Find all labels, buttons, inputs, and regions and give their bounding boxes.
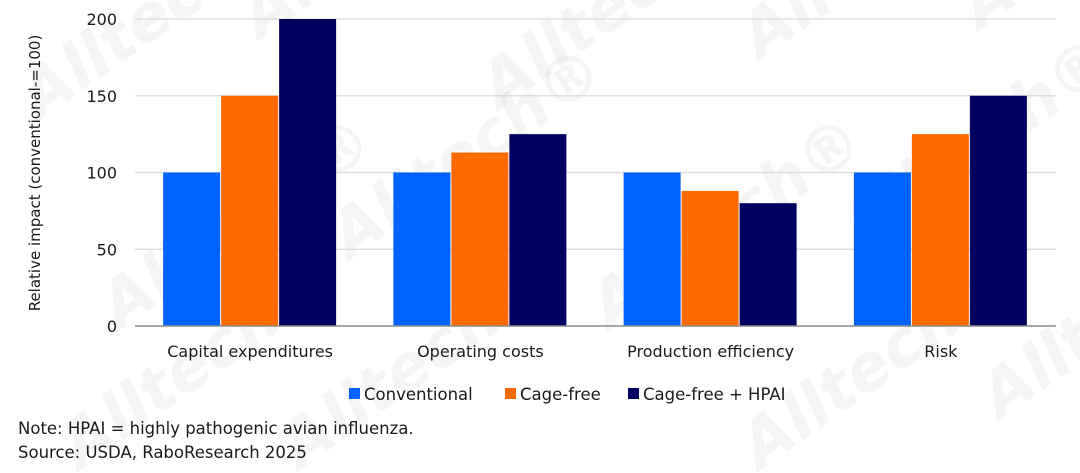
legend-label: Cage-free + HPAI bbox=[643, 385, 786, 404]
bar bbox=[681, 190, 739, 326]
x-category-label: Capital expenditures bbox=[167, 342, 333, 361]
x-axis-category-labels: Capital expenditures Operating costs Produ… bbox=[167, 342, 958, 361]
legend-swatch bbox=[505, 388, 516, 399]
source-text: Source: USDA, RaboResearch 2025 bbox=[18, 443, 307, 462]
note-text: Note: HPAI = highly pathogenic avian inf… bbox=[18, 419, 414, 438]
x-category-label: Risk bbox=[924, 342, 958, 361]
chart-notes: Note: HPAI = highly pathogenic avian inf… bbox=[18, 417, 414, 465]
y-tick-label: 150 bbox=[86, 87, 117, 106]
x-category-label: Production efficiency bbox=[627, 342, 794, 361]
y-tick-label: 200 bbox=[86, 10, 117, 29]
bar bbox=[911, 134, 969, 326]
legend-swatch bbox=[349, 388, 360, 399]
bar bbox=[451, 152, 509, 326]
legend-swatch bbox=[628, 388, 639, 399]
legend-item: Cage-free bbox=[505, 385, 601, 404]
x-category-label: Operating costs bbox=[417, 342, 544, 361]
y-tick-label: 100 bbox=[86, 164, 117, 183]
bar bbox=[623, 172, 681, 326]
watermark-text: Alltech® bbox=[223, 0, 527, 56]
bars bbox=[163, 19, 1027, 326]
legend-item: Conventional bbox=[349, 385, 473, 404]
legend-label: Conventional bbox=[364, 385, 473, 404]
y-tick-label: 50 bbox=[97, 240, 117, 259]
legend-label: Cage-free bbox=[520, 385, 601, 404]
bar bbox=[969, 95, 1027, 326]
bar bbox=[163, 172, 221, 326]
bar bbox=[853, 172, 911, 326]
bar bbox=[279, 19, 337, 326]
y-axis-ticks: 0 50 100 150 200 bbox=[86, 10, 117, 336]
legend: Conventional Cage-free Cage-free + HPAI bbox=[349, 385, 786, 404]
bar bbox=[221, 95, 279, 326]
bar bbox=[509, 134, 567, 326]
legend-item: Cage-free + HPAI bbox=[628, 385, 786, 404]
y-tick-label: 0 bbox=[107, 317, 117, 336]
bar bbox=[739, 203, 797, 326]
bar bbox=[393, 172, 451, 326]
y-axis-label: Relative impact (conventional-=100) bbox=[26, 35, 44, 312]
